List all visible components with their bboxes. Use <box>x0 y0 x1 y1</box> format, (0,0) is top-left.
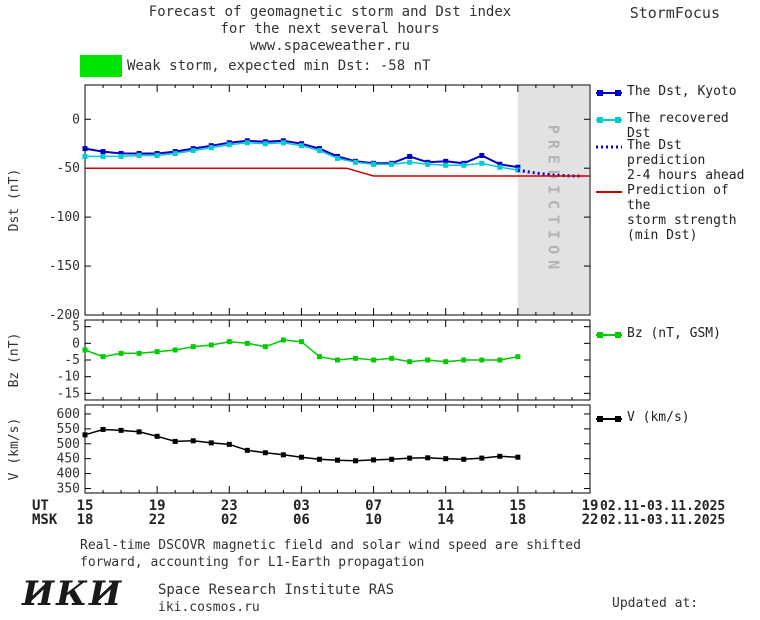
v-line-icon <box>596 413 622 428</box>
storm-level-swatch-icon <box>80 55 122 77</box>
panel-bz-nt-: 50 -5 -10-15 Bz (nT) <box>7 319 591 401</box>
y-tick-label: -150 <box>49 259 80 274</box>
prediction-region <box>517 86 589 314</box>
y-tick-label: 5 <box>72 320 80 335</box>
prediction-region-label: PREDICTION <box>545 125 563 275</box>
ut-tick-label: 11 <box>437 498 454 514</box>
y-tick-label: -10 <box>57 370 80 385</box>
institute-site-link[interactable]: iki.cosmos.ru <box>158 600 260 615</box>
ut-tick-label: 03 <box>293 498 310 514</box>
bz-line-icon <box>596 329 622 344</box>
legend-item-recovered: The recovered Dst <box>596 111 760 141</box>
msk-tick-label: 10 <box>365 512 382 528</box>
legend-label-prediction: The Dst prediction 2-4 hours ahead <box>627 138 745 183</box>
series-prediction-of-the-storm-strength-min-dst- <box>85 167 590 177</box>
legend-label-recovered: The recovered Dst <box>627 111 729 141</box>
legend-item-prediction: The Dst prediction 2-4 hours ahead <box>596 138 760 183</box>
msk-tick-label: 18 <box>509 512 526 528</box>
y-tick-label: 600 <box>57 407 80 422</box>
page-title: Forecast of geomagnetic storm and Dst in… <box>148 4 512 54</box>
msk-tick-label: 02 <box>221 512 238 528</box>
ut-tick-label: 19 <box>582 498 599 514</box>
ut-tick-label: 19 <box>149 498 166 514</box>
legend-item-bz: Bz (nT, GSM) <box>596 326 721 344</box>
y-axis-title: V (km/s) <box>7 418 22 481</box>
y-tick-label: -100 <box>49 210 80 225</box>
y-axis-title: Bz (nT) <box>7 333 22 388</box>
y-tick-label: -200 <box>49 308 80 323</box>
y-tick-label: 0 <box>72 112 80 127</box>
y-tick-label: 450 <box>57 452 80 467</box>
ut-tick-label: 15 <box>509 498 526 514</box>
ut-row-label: UT <box>32 498 49 514</box>
msk-row-label: MSK <box>32 512 58 528</box>
propagation-note: Real-time DSCOVR magnetic field and sola… <box>80 538 581 570</box>
ut-date-range: 02.11-03.11.2025 <box>600 499 725 514</box>
dst-kyoto-line-icon <box>596 87 622 102</box>
recovered-dst-line-icon <box>596 114 622 129</box>
y-tick-label: 500 <box>57 437 80 452</box>
ut-tick-label: 23 <box>221 498 238 514</box>
y-tick-label: 550 <box>57 422 80 437</box>
msk-date-range: 02.11-03.11.2025 <box>600 513 725 528</box>
updated-at-block: Updated at: UT 15:05, 03.11.2025 MSK 18:… <box>598 564 760 620</box>
msk-tick-label: 14 <box>437 512 454 528</box>
panel-dst-nt-: PREDICTION 0 -50 -100 -150 -200 Dst (nT) <box>7 84 591 323</box>
y-tick-label: -15 <box>57 386 80 401</box>
legend-label-storm-strength: Prediction of the storm strength (min Ds… <box>627 183 737 243</box>
legend-item-v: V (km/s) <box>596 410 690 428</box>
y-tick-label: 0 <box>72 336 80 351</box>
dst-prediction-dotted-line-icon <box>596 141 622 156</box>
legend-item-storm-strength: Prediction of the storm strength (min Ds… <box>596 183 760 243</box>
ut-tick-label: 07 <box>365 498 382 514</box>
legend-label-dst-kyoto: The Dst, Kyoto <box>627 84 737 99</box>
brand-name: StormFocus <box>629 4 720 22</box>
legend-label-bz: Bz (nT, GSM) <box>627 326 721 341</box>
series-the-dst-prediction-2-4-hours-ahead <box>517 168 583 178</box>
legend-label-v: V (km/s) <box>627 410 690 425</box>
iki-logo: ИКИ <box>22 574 124 614</box>
y-tick-label: -5 <box>64 353 80 368</box>
msk-tick-label: 06 <box>293 512 310 528</box>
storm-banner-text: Weak storm, expected min Dst: -58 nT <box>127 58 431 74</box>
panel-border <box>84 404 591 494</box>
ut-tick-label: 15 <box>77 498 94 514</box>
institute-name: Space Research Institute RAS <box>158 582 395 598</box>
y-axis-title: Dst (nT) <box>7 169 22 232</box>
y-tick-label: -50 <box>57 161 80 176</box>
y-tick-label: 400 <box>57 467 80 482</box>
msk-tick-label: 22 <box>582 512 599 528</box>
msk-tick-label: 18 <box>77 512 94 528</box>
panel-border <box>84 84 591 316</box>
storm-strength-line-icon <box>596 186 622 201</box>
legend-item-dst-kyoto: The Dst, Kyoto <box>596 84 737 102</box>
updated-label: Updated at: <box>612 596 699 611</box>
msk-tick-label: 22 <box>149 512 166 528</box>
y-tick-label: 350 <box>57 482 80 497</box>
